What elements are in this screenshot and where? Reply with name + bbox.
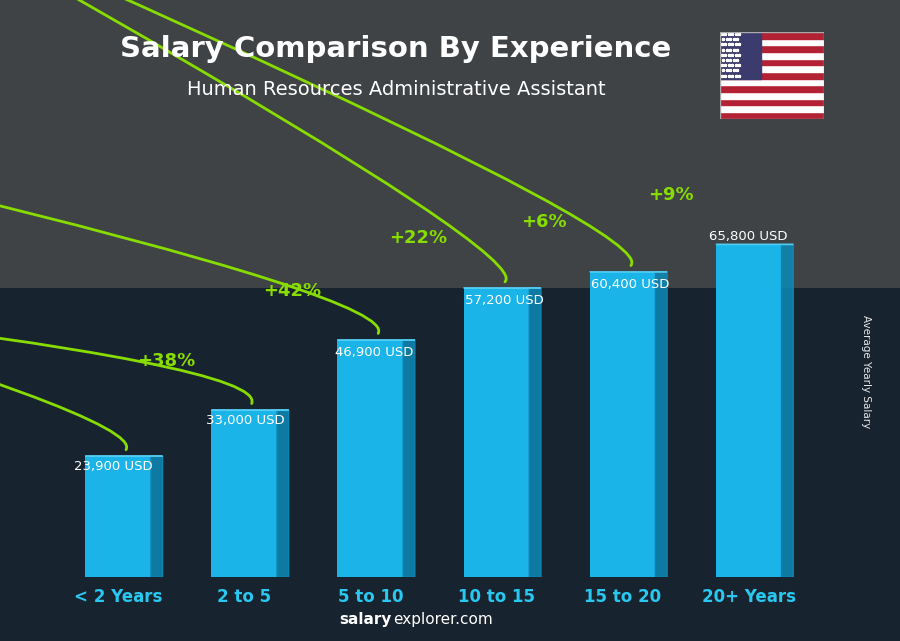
Polygon shape <box>781 244 793 577</box>
Bar <box>720 79 824 85</box>
Bar <box>720 32 761 79</box>
Text: 60,400 USD: 60,400 USD <box>591 278 670 291</box>
FancyBboxPatch shape <box>212 410 277 577</box>
Text: 46,900 USD: 46,900 USD <box>335 346 413 359</box>
Text: +6%: +6% <box>521 213 567 231</box>
Text: explorer.com: explorer.com <box>393 612 493 627</box>
Bar <box>720 65 824 72</box>
Text: Average Yearly Salary: Average Yearly Salary <box>860 315 871 428</box>
Bar <box>720 38 824 46</box>
Polygon shape <box>151 456 163 577</box>
Bar <box>720 99 824 105</box>
Polygon shape <box>529 288 541 577</box>
Bar <box>720 52 824 59</box>
FancyBboxPatch shape <box>590 272 655 577</box>
FancyBboxPatch shape <box>464 288 529 577</box>
Text: +22%: +22% <box>389 229 447 247</box>
Bar <box>720 59 824 65</box>
FancyBboxPatch shape <box>716 244 781 577</box>
Bar <box>720 46 824 52</box>
FancyBboxPatch shape <box>86 456 151 577</box>
Text: +38%: +38% <box>137 352 195 370</box>
Bar <box>720 92 824 99</box>
Bar <box>720 105 824 112</box>
Text: 23,900 USD: 23,900 USD <box>74 460 152 473</box>
Text: +9%: +9% <box>648 186 693 204</box>
Polygon shape <box>403 340 415 577</box>
Text: +42%: +42% <box>263 281 321 299</box>
Bar <box>720 85 824 92</box>
Text: 33,000 USD: 33,000 USD <box>206 414 285 427</box>
Bar <box>720 32 824 38</box>
Polygon shape <box>655 272 667 577</box>
Text: 57,200 USD: 57,200 USD <box>465 294 544 307</box>
Bar <box>720 72 824 79</box>
Text: Salary Comparison By Experience: Salary Comparison By Experience <box>121 35 671 63</box>
FancyBboxPatch shape <box>338 340 403 577</box>
Text: 65,800 USD: 65,800 USD <box>709 230 788 244</box>
Text: Human Resources Administrative Assistant: Human Resources Administrative Assistant <box>186 80 606 99</box>
Bar <box>720 112 824 119</box>
Text: salary: salary <box>339 612 392 627</box>
Polygon shape <box>277 410 289 577</box>
